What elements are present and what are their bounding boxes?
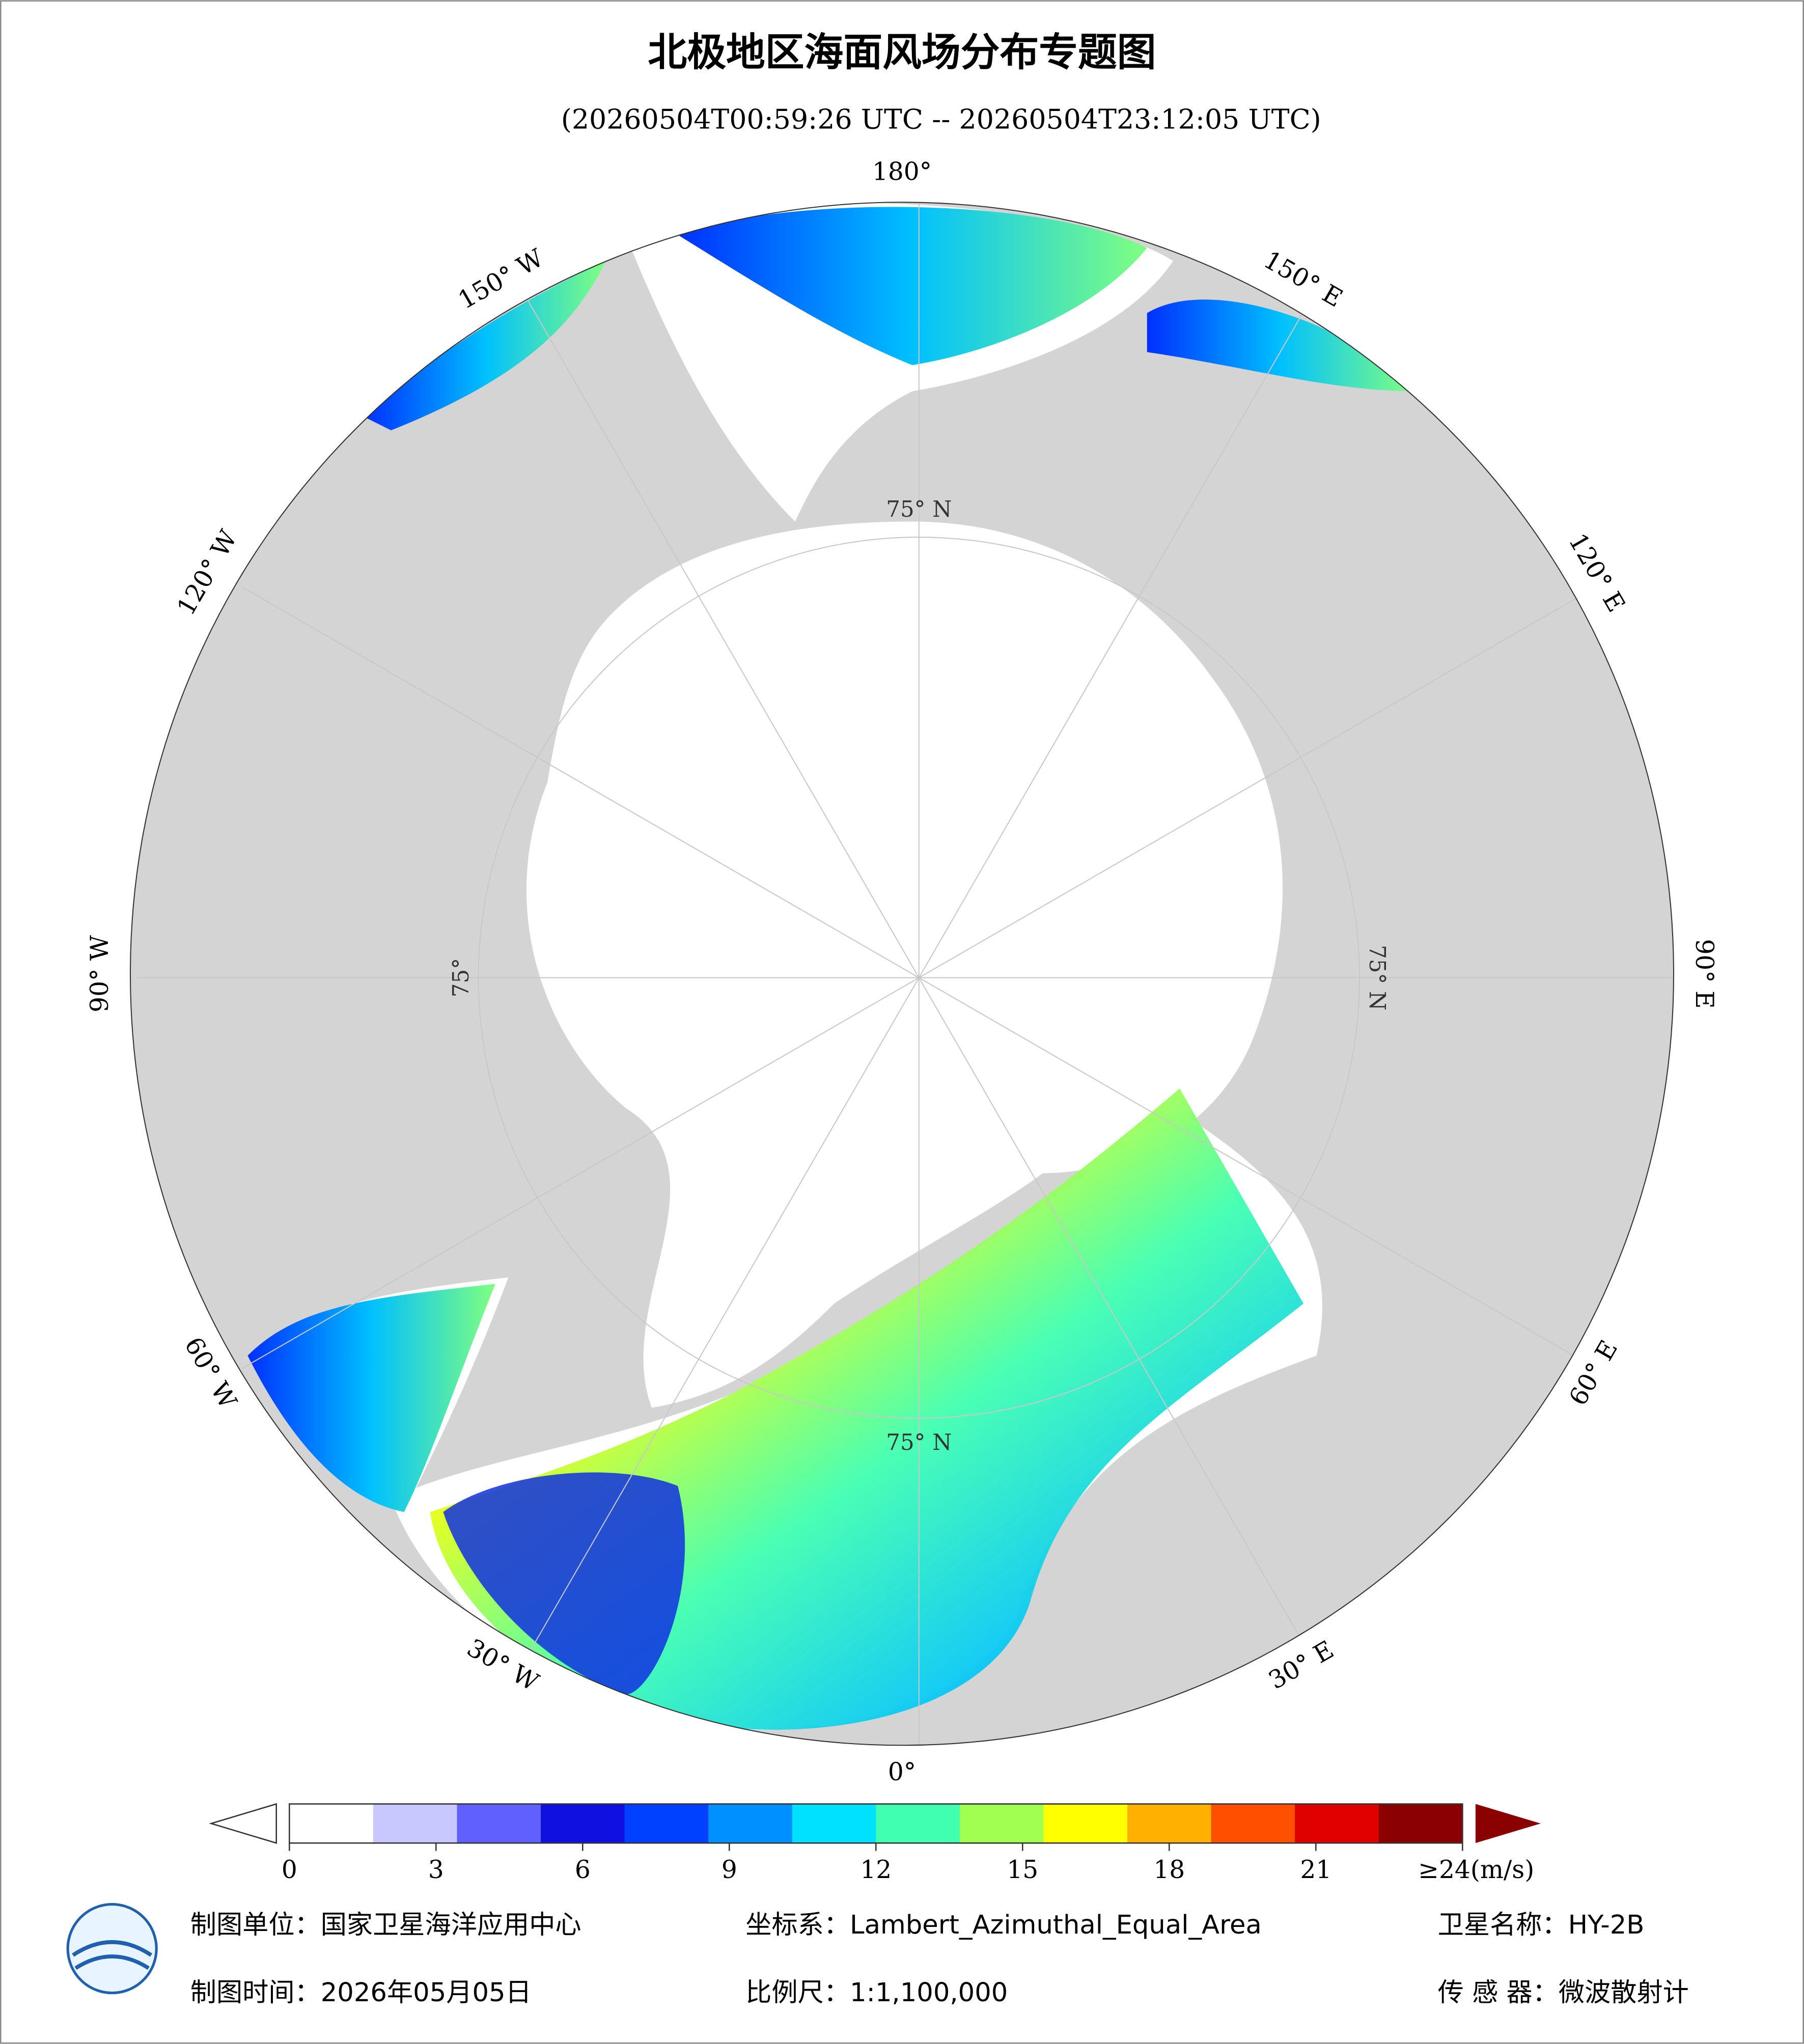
arctic-ocean [526,521,1283,1408]
colorbar-swatch [289,1804,374,1843]
footer-unit: 制图单位：国家卫星海洋应用中心 [190,1910,581,1940]
footer-scale: 比例尺：1:1,100,000 [745,1977,1008,2008]
colorbar-over [1475,1804,1541,1843]
longitude-label: 90° E [1690,939,1718,1009]
latitude-label: 75° N [1364,945,1390,1011]
colorbar-swatch [1295,1804,1379,1843]
colorbar-swatch [708,1804,793,1843]
subtitle: (20260504T00:59:26 UTC -- 20260504T23:12… [561,103,1321,135]
colorbar: 0 3 6 9 12 15 18 21 ≥24(m/s) [209,1803,1541,1884]
colorbar-swatch [1378,1804,1463,1843]
meridian [918,300,1311,978]
colorbar-tick-label: 0 [282,1856,297,1884]
colorbar-swatch [876,1804,961,1843]
colorbar-swatch [373,1804,458,1843]
wind-field [443,1472,685,1695]
colorbar-swatch [1211,1804,1296,1843]
footer-satellite: 卫星名称：HY-2B [1438,1910,1645,1940]
colorbar-tick-label: 6 [575,1856,591,1884]
footer-crs: 坐标系：Lambert_Azimuthal_Equal_Area [745,1910,1262,1940]
logo-wave [72,1940,153,1970]
graticule [136,202,1674,1746]
colorbar-swatch [1043,1804,1128,1843]
meridian [241,586,920,978]
colorbar-tick-label: ≥24(m/s) [1418,1856,1534,1884]
logo [66,1903,158,1995]
longitude-label: 90° W [86,935,114,1013]
latitude-label: 75° N [886,497,952,522]
footer-sensor: 传 感 器：微波散射计 [1438,1977,1689,2008]
colorbar-tick-label: 3 [428,1856,444,1884]
map [130,202,1674,1746]
colorbar-swatch [457,1804,542,1843]
colorbar-swatch [624,1804,709,1843]
footer-date: 制图时间：2026年05月05日 [190,1977,532,2008]
colorbar-swatch [792,1804,877,1843]
meridian [919,586,1597,978]
meridian [527,977,920,1656]
meridian [241,977,920,1369]
colorbar-tick-label: 15 [1007,1856,1038,1884]
longitude-label: 180° [872,157,932,186]
footer: 制图单位：国家卫星海洋应用中心 坐标系：Lambert_Azimuthal_Eq… [66,1903,1689,2008]
meridian [527,300,920,978]
colorbar-tick-label: 9 [721,1856,737,1884]
wind-field [1147,299,1414,391]
wind-field [365,261,606,431]
colorbar-tick-label: 12 [860,1856,892,1884]
latitude-labels: 75° N 75° N 75° N 75° [449,497,1390,1455]
colorbar-swatch [1127,1804,1212,1843]
title: 北极地区海面风场分布专题图 [648,30,1156,75]
latitude-label: 75° N [886,1430,952,1455]
meridian [918,977,1311,1656]
wind-field [247,1284,495,1513]
colorbar-tick-label: 21 [1300,1856,1331,1884]
longitude-label: 0° [888,1758,916,1786]
meridian [919,977,1597,1369]
colorbar-swatch [541,1804,625,1843]
colorbar-tick-label: 18 [1153,1856,1185,1884]
colorbar-swatch [959,1804,1044,1843]
wind-field [678,207,1147,366]
map-border [129,202,1675,1746]
latitude-label: 75° [449,958,474,997]
colorbar-under [209,1803,277,1844]
